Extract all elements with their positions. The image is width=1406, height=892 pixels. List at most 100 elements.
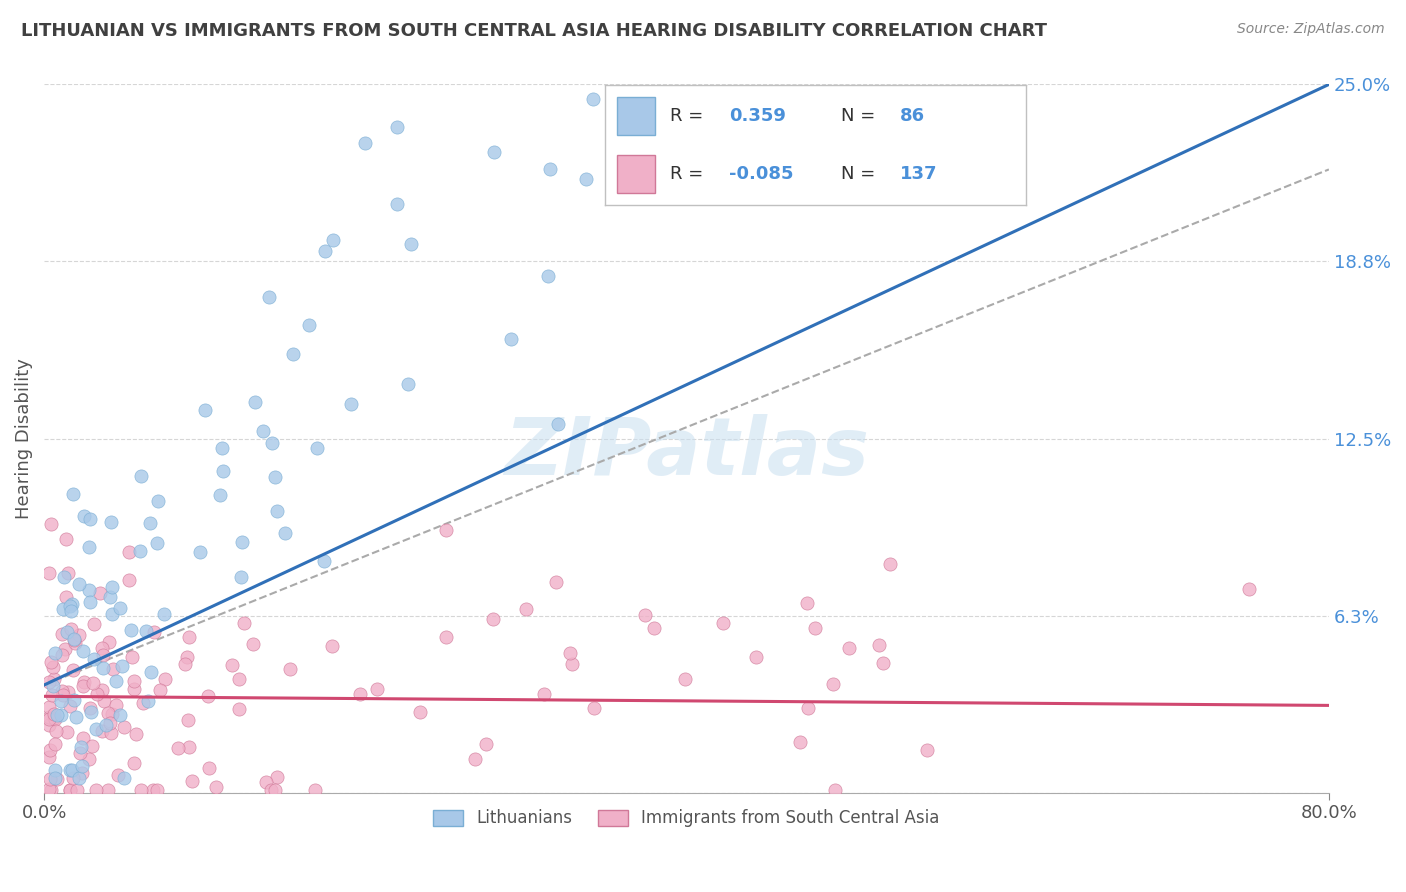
Point <box>434 523 457 537</box>
Point <box>38 675 60 690</box>
Point <box>72 643 94 657</box>
Point <box>349 687 371 701</box>
Point <box>86 687 108 701</box>
Point <box>122 756 145 770</box>
Point <box>122 673 145 688</box>
Point <box>101 580 124 594</box>
Point <box>228 672 250 686</box>
Point <box>110 600 132 615</box>
Point <box>77 752 100 766</box>
Point <box>340 397 363 411</box>
Point <box>243 395 266 409</box>
Point <box>582 92 605 106</box>
Point <box>63 632 86 647</box>
Point <box>401 237 423 252</box>
FancyBboxPatch shape <box>617 97 655 136</box>
Point <box>118 545 141 559</box>
Point <box>221 657 243 672</box>
Point <box>153 672 176 686</box>
Point <box>366 681 388 696</box>
Point <box>91 660 114 674</box>
Y-axis label: Hearing Disability: Hearing Disability <box>15 358 32 519</box>
Point <box>98 591 121 605</box>
Point <box>39 656 62 670</box>
Point <box>112 772 135 786</box>
Point <box>167 740 190 755</box>
Point <box>44 711 66 725</box>
Point <box>322 233 344 247</box>
Point <box>231 570 253 584</box>
Point <box>77 540 100 554</box>
Point <box>38 782 60 797</box>
Point <box>44 772 66 786</box>
Text: N =: N = <box>841 107 875 125</box>
Point <box>62 692 84 706</box>
Point <box>387 196 409 211</box>
Point <box>312 554 335 568</box>
Point <box>91 683 114 698</box>
Point <box>38 712 60 726</box>
Point <box>44 673 66 687</box>
Point <box>107 767 129 781</box>
Point <box>464 752 486 766</box>
Point <box>62 771 84 785</box>
Point <box>101 607 124 621</box>
Point <box>475 738 498 752</box>
Point <box>59 599 82 613</box>
Text: -0.085: -0.085 <box>728 165 793 183</box>
Point <box>51 707 73 722</box>
Point <box>152 607 174 622</box>
Point <box>142 625 165 640</box>
Point <box>66 782 89 797</box>
Point <box>56 566 79 580</box>
Point <box>821 677 844 691</box>
Point <box>307 441 329 455</box>
Point <box>100 726 122 740</box>
Point <box>547 417 569 432</box>
Legend: Lithuanians, Immigrants from South Central Asia: Lithuanians, Immigrants from South Centr… <box>427 803 946 834</box>
Point <box>176 649 198 664</box>
Point <box>79 512 101 526</box>
Point <box>97 706 120 720</box>
Text: R =: R = <box>671 107 703 125</box>
Point <box>83 616 105 631</box>
Point <box>146 536 169 550</box>
FancyBboxPatch shape <box>617 154 655 193</box>
Point <box>72 679 94 693</box>
Point <box>77 583 100 598</box>
Point <box>52 570 75 584</box>
Point <box>194 403 217 417</box>
Point <box>39 743 62 757</box>
Point <box>59 782 82 797</box>
Point <box>52 688 75 702</box>
Point <box>67 627 90 641</box>
Point <box>63 632 86 646</box>
Point <box>174 657 197 671</box>
Point <box>80 705 103 719</box>
Point <box>67 576 90 591</box>
Text: 86: 86 <box>900 107 925 125</box>
Text: LITHUANIAN VS IMMIGRANTS FROM SOUTH CENTRAL ASIA HEARING DISABILITY CORRELATION : LITHUANIAN VS IMMIGRANTS FROM SOUTH CENT… <box>21 22 1047 40</box>
Point <box>98 634 121 648</box>
Point <box>304 782 326 797</box>
Point <box>915 743 938 757</box>
Point <box>44 737 66 751</box>
Point <box>44 712 66 726</box>
Point <box>558 646 581 660</box>
Point <box>254 775 277 789</box>
Point <box>100 515 122 529</box>
Point <box>132 696 155 710</box>
Point <box>868 638 890 652</box>
Point <box>409 705 432 719</box>
Point <box>91 724 114 739</box>
Point <box>125 727 148 741</box>
Point <box>39 772 62 786</box>
Point <box>42 660 65 674</box>
Text: ZIPatlas: ZIPatlas <box>503 414 869 491</box>
Point <box>96 717 118 731</box>
Point <box>51 626 73 640</box>
Point <box>197 689 219 703</box>
Point <box>101 662 124 676</box>
Point <box>634 608 657 623</box>
Point <box>38 750 60 764</box>
